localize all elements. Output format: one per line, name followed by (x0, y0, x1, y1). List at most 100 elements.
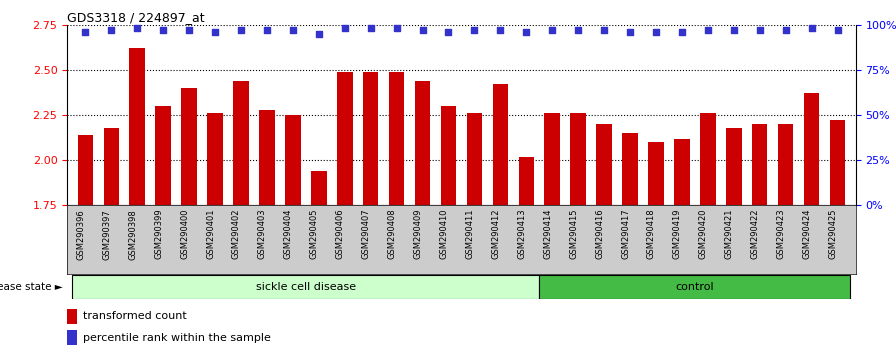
Bar (519, 156, 534, 205)
Text: GSM290413: GSM290413 (517, 209, 526, 259)
Text: GSM290424: GSM290424 (803, 209, 812, 259)
Point (727, 27, 741, 33)
Text: GSM290414: GSM290414 (543, 209, 552, 259)
Bar (830, 120, 845, 205)
Text: GSM290410: GSM290410 (439, 209, 449, 259)
Bar (389, 72, 404, 205)
Point (779, 27, 793, 33)
Point (338, 25, 352, 31)
FancyBboxPatch shape (539, 275, 850, 299)
Text: GSM290406: GSM290406 (336, 209, 345, 259)
Bar (181, 88, 197, 205)
Bar (104, 128, 119, 205)
Text: GSM290423: GSM290423 (777, 209, 786, 259)
Text: GSM290400: GSM290400 (180, 209, 189, 259)
Text: GSM290402: GSM290402 (232, 209, 241, 259)
Text: GSM290398: GSM290398 (128, 209, 137, 259)
Bar (311, 171, 326, 205)
Bar (804, 93, 819, 205)
Point (312, 31, 326, 37)
FancyBboxPatch shape (73, 275, 539, 299)
Bar (441, 106, 456, 205)
Point (701, 27, 715, 33)
Point (182, 27, 196, 33)
Point (467, 27, 481, 33)
Text: GSM290405: GSM290405 (310, 209, 319, 259)
Text: GSM290404: GSM290404 (284, 209, 293, 259)
Point (753, 27, 767, 33)
Bar (778, 124, 794, 205)
Bar (467, 113, 482, 205)
Bar (67, 309, 77, 324)
Point (545, 27, 559, 33)
Text: GSM290411: GSM290411 (465, 209, 474, 259)
Bar (285, 115, 301, 205)
Text: GSM290409: GSM290409 (414, 209, 423, 259)
Text: GSM290401: GSM290401 (206, 209, 215, 259)
Text: GSM290403: GSM290403 (258, 209, 267, 259)
Point (156, 27, 170, 33)
Bar (674, 138, 690, 205)
Bar (337, 72, 352, 205)
Text: sickle cell disease: sickle cell disease (255, 282, 356, 292)
Bar (545, 113, 560, 205)
Text: transformed count: transformed count (83, 311, 186, 321)
Point (571, 27, 585, 33)
Bar (700, 113, 716, 205)
Text: GSM290399: GSM290399 (154, 209, 163, 259)
Text: GSM290420: GSM290420 (699, 209, 708, 259)
Point (130, 25, 144, 31)
Point (234, 27, 248, 33)
Point (675, 29, 689, 35)
Bar (571, 113, 586, 205)
Point (390, 25, 404, 31)
Point (260, 27, 274, 33)
Text: GSM290417: GSM290417 (621, 209, 630, 259)
Bar (752, 124, 768, 205)
Text: GDS3318 / 224897_at: GDS3318 / 224897_at (67, 11, 205, 24)
Point (78, 29, 92, 35)
Text: GSM290412: GSM290412 (491, 209, 500, 259)
Bar (363, 72, 378, 205)
Text: GSM290418: GSM290418 (647, 209, 656, 259)
Bar (155, 106, 171, 205)
Bar (622, 133, 638, 205)
Point (519, 29, 533, 35)
Text: control: control (676, 282, 714, 292)
Point (208, 29, 222, 35)
Point (493, 27, 507, 33)
Text: disease state ►: disease state ► (0, 282, 63, 292)
Bar (259, 110, 275, 205)
Text: GSM290415: GSM290415 (569, 209, 578, 259)
Bar (129, 48, 145, 205)
Text: GSM290422: GSM290422 (751, 209, 760, 259)
Point (286, 27, 300, 33)
Point (104, 27, 118, 33)
Bar (493, 84, 508, 205)
Point (364, 25, 378, 31)
Bar (726, 128, 742, 205)
Text: GSM290419: GSM290419 (673, 209, 682, 259)
Point (597, 27, 611, 33)
Text: percentile rank within the sample: percentile rank within the sample (83, 332, 271, 343)
Point (416, 27, 430, 33)
Point (831, 27, 845, 33)
Point (649, 29, 663, 35)
Bar (415, 81, 430, 205)
Text: GSM290407: GSM290407 (362, 209, 371, 259)
Text: GSM290397: GSM290397 (102, 209, 111, 259)
Bar (78, 135, 93, 205)
Bar (233, 81, 249, 205)
Bar (648, 142, 664, 205)
Bar (207, 113, 223, 205)
Text: GSM290408: GSM290408 (388, 209, 397, 259)
Text: GSM290425: GSM290425 (829, 209, 838, 259)
Point (623, 29, 637, 35)
Point (442, 29, 456, 35)
Bar (67, 330, 77, 345)
Text: GSM290416: GSM290416 (595, 209, 604, 259)
Bar (597, 124, 612, 205)
Point (805, 25, 819, 31)
Text: GSM290396: GSM290396 (76, 209, 85, 259)
Text: GSM290421: GSM290421 (725, 209, 734, 259)
